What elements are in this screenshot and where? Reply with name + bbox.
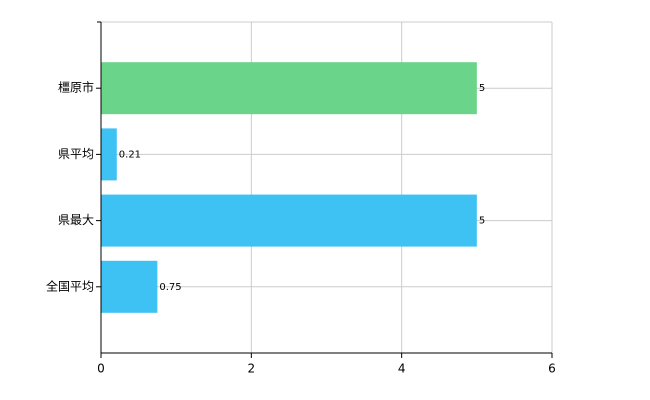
y-tick-label: 橿原市 [58, 80, 94, 95]
x-tick-label: 0 [97, 362, 105, 376]
value-label: 5 [479, 83, 485, 94]
bar [101, 128, 117, 181]
value-label: 5 [479, 216, 485, 227]
x-tick-label: 6 [548, 362, 556, 376]
x-tick-label: 2 [248, 362, 256, 376]
y-tick-label: 全国平均 [46, 278, 94, 293]
y-tick-label: 県最大 [58, 213, 94, 227]
bar [101, 62, 477, 115]
bar [101, 260, 158, 313]
value-label: 0.75 [159, 282, 181, 293]
bar [101, 194, 477, 247]
y-tick-label: 県平均 [58, 147, 94, 161]
x-tick-label: 4 [398, 362, 406, 376]
value-label: 0.21 [119, 149, 141, 160]
